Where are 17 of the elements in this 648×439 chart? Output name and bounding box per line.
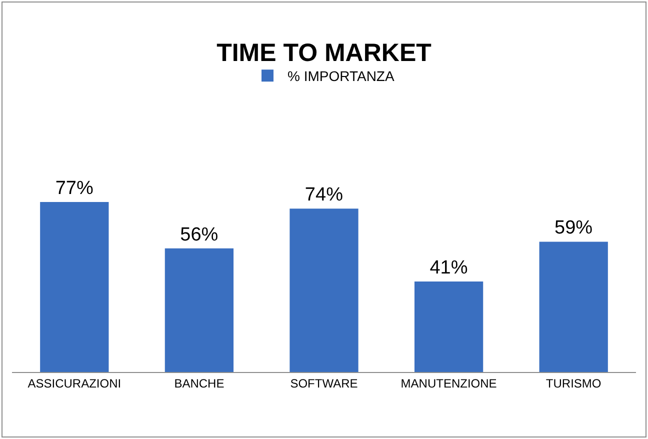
data-label: 56% — [180, 224, 218, 246]
bar — [164, 248, 234, 372]
bar — [539, 242, 608, 372]
bar — [414, 281, 484, 372]
x-tick-label: ASSICURAZIONI — [28, 376, 122, 390]
x-tick-label: TURISMO — [546, 376, 602, 390]
data-label: 41% — [430, 257, 468, 278]
chart-title: TIME TO MARKET — [216, 38, 432, 67]
data-label: 77% — [55, 178, 94, 199]
x-tick-label: SOFTWARE — [290, 376, 358, 390]
x-tick-label: MANUTENZIONE — [400, 376, 497, 390]
bar — [40, 202, 109, 372]
data-label: 74% — [304, 184, 344, 206]
bar — [290, 208, 358, 372]
x-tick-label: BANCHE — [174, 376, 224, 390]
legend-label: % IMPORTANZA — [288, 68, 395, 84]
data-label: 59% — [554, 218, 593, 239]
